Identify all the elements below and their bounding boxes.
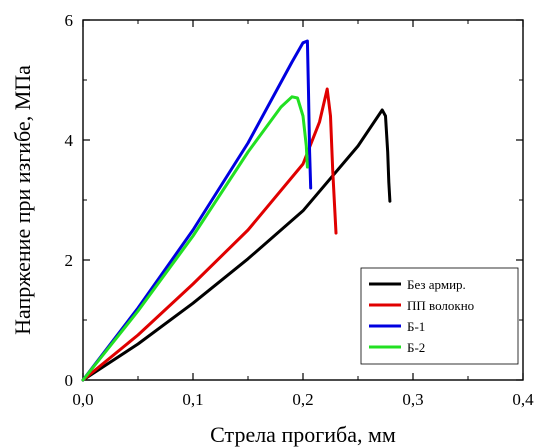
axis-tick-labels: 0,0 0,1 0,2 0,3 0,4 0 2 4 6 — [65, 11, 535, 409]
x-tick-label: 0,1 — [182, 390, 203, 409]
series-line-1 — [81, 108, 392, 382]
series-line-2 — [81, 87, 338, 382]
axis-ticks — [82, 19, 524, 381]
y-tick-label: 2 — [65, 251, 74, 270]
y-tick-label: 6 — [65, 11, 74, 30]
legend-label: Без армир. — [407, 277, 466, 292]
y-tick-label: 4 — [65, 131, 74, 150]
legend-label: ПП волокно — [407, 298, 474, 313]
series-lines — [81, 39, 392, 382]
x-tick-label: 0,0 — [72, 390, 93, 409]
y-tick-label: 0 — [65, 371, 74, 390]
x-tick-label: 0,4 — [512, 390, 534, 409]
x-tick-label: 0,2 — [292, 390, 313, 409]
series-line-3 — [81, 39, 313, 382]
legend: Без армир. ПП волокно Б-1 Б-2 — [360, 267, 519, 365]
series-line-4 — [81, 95, 309, 382]
legend-label: Б-2 — [407, 340, 425, 355]
legend-label: Б-1 — [407, 319, 425, 334]
y-axis-title: Напржение при изгибе, МПа — [10, 65, 35, 335]
x-tick-label: 0,3 — [402, 390, 423, 409]
x-axis-title: Стрела прогиба, мм — [210, 422, 396, 447]
